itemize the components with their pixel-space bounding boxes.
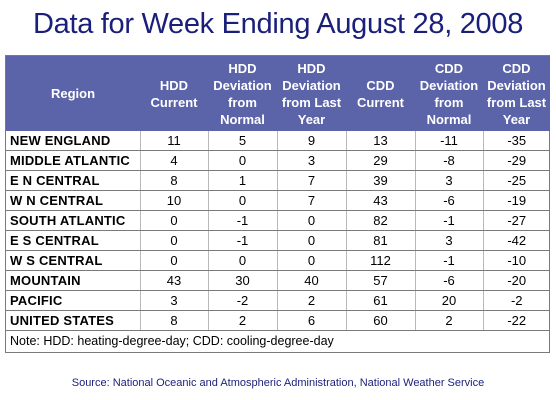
cell-hdd-current: 8 — [140, 310, 209, 331]
cell-cdd-deviation-last-year: -35 — [483, 131, 550, 151]
cell-hdd-deviation-last-year: 3 — [277, 150, 347, 171]
cell-hdd-deviation-last-year: 40 — [277, 270, 347, 291]
cell-region: UNITED STATES — [6, 310, 141, 331]
cell-cdd-deviation-last-year: -20 — [483, 270, 550, 291]
column-header-cdd-current: CDD Current — [346, 56, 415, 131]
cell-hdd-deviation-last-year: 7 — [277, 170, 347, 191]
cell-cdd-deviation-last-year: -42 — [483, 230, 550, 251]
cell-region: PACIFIC — [6, 290, 141, 311]
cell-hdd-deviation-last-year: 6 — [277, 310, 347, 331]
cell-cdd-deviation-normal: -11 — [415, 131, 484, 151]
cell-hdd-deviation-last-year: 0 — [277, 210, 347, 231]
cell-hdd-deviation-normal: 30 — [208, 270, 278, 291]
cell-hdd-current: 0 — [140, 210, 209, 231]
cell-cdd-deviation-last-year: -27 — [483, 210, 550, 231]
table-row: W N CENTRAL 10 0 7 43 -6 -19 — [6, 190, 550, 211]
weather-data-table-container: Region HDD Current HDD Deviation from No… — [5, 55, 550, 353]
cell-cdd-current: 39 — [346, 170, 416, 191]
cell-cdd-deviation-last-year: -25 — [483, 170, 550, 191]
table-body: NEW ENGLAND 11 5 9 13 -11 -35 MIDDLE ATLANTIC 4 0… — [6, 131, 550, 331]
cell-cdd-deviation-normal: 20 — [415, 290, 484, 311]
cell-hdd-deviation-last-year: 0 — [277, 230, 347, 251]
table-row: E S CENTRAL 0 -1 0 81 3 -42 — [6, 230, 550, 251]
cell-cdd-current: 29 — [346, 150, 416, 171]
cell-region: MOUNTAIN — [6, 270, 141, 291]
cell-cdd-deviation-last-year: -19 — [483, 190, 550, 211]
table-note-row: Note: HDD: heating-degree-day; CDD: cool… — [6, 331, 550, 353]
cell-cdd-deviation-normal: -8 — [415, 150, 484, 171]
cell-hdd-deviation-normal: -1 — [208, 230, 278, 251]
cell-region: W N CENTRAL — [6, 190, 141, 211]
column-header-hdd-deviation-last-year: HDD Deviation from Last Year — [277, 56, 346, 131]
cell-hdd-deviation-normal: 0 — [208, 250, 278, 271]
cell-cdd-deviation-last-year: -29 — [483, 150, 550, 171]
table-row: W S CENTRAL 0 0 0 112 -1 -10 — [6, 250, 550, 271]
column-header-region: Region — [6, 56, 140, 131]
cell-hdd-deviation-normal: -1 — [208, 210, 278, 231]
column-header-hdd-current: HDD Current — [140, 56, 208, 131]
cell-cdd-deviation-last-year: -10 — [483, 250, 550, 271]
cell-cdd-deviation-normal: -1 — [415, 250, 484, 271]
cell-cdd-current: 60 — [346, 310, 416, 331]
column-header-cdd-deviation-last-year: CDD Deviation from Last Year — [483, 56, 550, 131]
cell-hdd-deviation-last-year: 0 — [277, 250, 347, 271]
cell-hdd-deviation-normal: -2 — [208, 290, 278, 311]
cell-region: SOUTH ATLANTIC — [6, 210, 141, 231]
cell-cdd-current: 61 — [346, 290, 416, 311]
source-caption: Source: National Oceanic and Atmospheric… — [71, 377, 485, 389]
cell-region: NEW ENGLAND — [6, 131, 141, 151]
table-row: NEW ENGLAND 11 5 9 13 -11 -35 — [6, 131, 550, 151]
table-row: E N CENTRAL 8 1 7 39 3 -25 — [6, 170, 550, 191]
cell-cdd-current: 13 — [346, 131, 416, 151]
table-row: PACIFIC 3 -2 2 61 20 -2 — [6, 290, 550, 311]
column-header-hdd-deviation-normal: HDD Deviation from Normal — [208, 56, 277, 131]
cell-cdd-deviation-normal: -6 — [415, 270, 484, 291]
cell-cdd-deviation-last-year: -2 — [483, 290, 550, 311]
cell-cdd-deviation-normal: -1 — [415, 210, 484, 231]
cell-cdd-deviation-normal: -6 — [415, 190, 484, 211]
cell-hdd-current: 0 — [140, 250, 209, 271]
cell-hdd-current: 11 — [140, 131, 209, 151]
cell-hdd-deviation-normal: 2 — [208, 310, 278, 331]
cell-cdd-deviation-last-year: -22 — [483, 310, 550, 331]
table-row: MOUNTAIN 43 30 40 57 -6 -20 — [6, 270, 550, 291]
table-header-row: Region HDD Current HDD Deviation from No… — [6, 56, 550, 131]
cell-cdd-current: 57 — [346, 270, 416, 291]
cell-cdd-current: 43 — [346, 190, 416, 211]
cell-region: E S CENTRAL — [6, 230, 141, 251]
cell-cdd-deviation-normal: 3 — [415, 170, 484, 191]
cell-hdd-deviation-normal: 0 — [208, 150, 278, 171]
cell-cdd-current: 112 — [346, 250, 416, 271]
cell-region: E N CENTRAL — [6, 170, 141, 191]
cell-hdd-deviation-normal: 0 — [208, 190, 278, 211]
cell-cdd-deviation-normal: 3 — [415, 230, 484, 251]
cell-hdd-current: 10 — [140, 190, 209, 211]
cell-cdd-current: 82 — [346, 210, 416, 231]
column-header-cdd-deviation-normal: CDD Deviation from Normal — [415, 56, 483, 131]
weather-data-table: Region HDD Current HDD Deviation from No… — [6, 56, 550, 352]
table-note: Note: HDD: heating-degree-day; CDD: cool… — [10, 334, 334, 348]
cell-hdd-deviation-normal: 5 — [208, 131, 278, 151]
cell-region: W S CENTRAL — [6, 250, 141, 271]
cell-region: MIDDLE ATLANTIC — [6, 150, 141, 171]
cell-cdd-current: 81 — [346, 230, 416, 251]
page-title: Data for Week Ending August 28, 2008 — [32, 8, 524, 40]
cell-hdd-deviation-last-year: 2 — [277, 290, 347, 311]
cell-hdd-current: 4 — [140, 150, 209, 171]
cell-hdd-deviation-normal: 1 — [208, 170, 278, 191]
cell-hdd-current: 43 — [140, 270, 209, 291]
cell-hdd-current: 3 — [140, 290, 209, 311]
cell-hdd-deviation-last-year: 9 — [277, 131, 347, 151]
cell-hdd-current: 0 — [140, 230, 209, 251]
cell-hdd-current: 8 — [140, 170, 209, 191]
table-row: MIDDLE ATLANTIC 4 0 3 29 -8 -29 — [6, 150, 550, 171]
cell-cdd-deviation-normal: 2 — [415, 310, 484, 331]
table-row: UNITED STATES 8 2 6 60 2 -22 — [6, 310, 550, 331]
cell-hdd-deviation-last-year: 7 — [277, 190, 347, 211]
table-row: SOUTH ATLANTIC 0 -1 0 82 -1 -27 — [6, 210, 550, 231]
